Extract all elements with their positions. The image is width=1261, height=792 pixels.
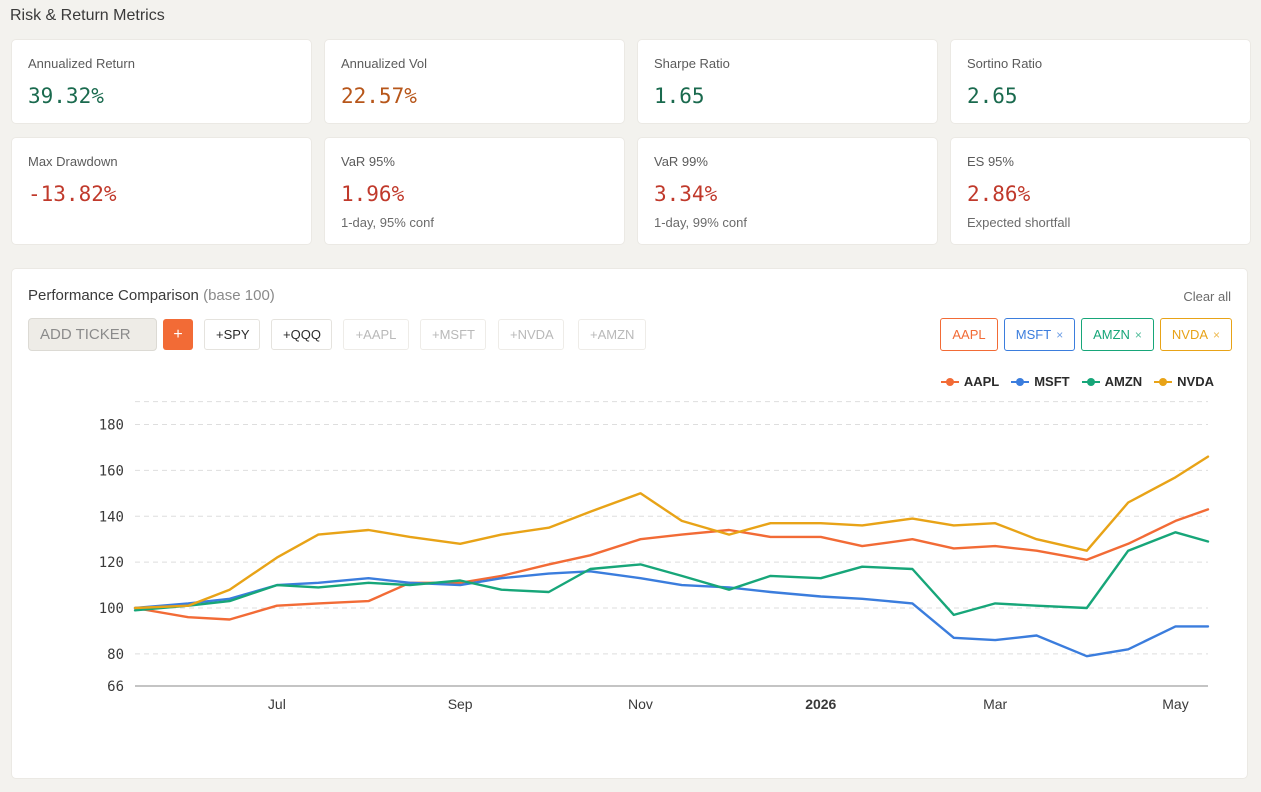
close-icon[interactable]: × [1056,327,1064,342]
performance-chart: 66 80 100 120 140 160 180 Jul Sep Nov 2026 Mar May [99,401,1210,712]
x-tick-label: 2026 [805,696,836,712]
legend-item-aapl[interactable]: AAPL [940,374,1000,389]
ticker-chip-label: AMZN [1093,327,1130,342]
metric-label: ES 95% [967,154,1014,169]
performance-card: Performance Comparison (base 100) Clear … [11,268,1248,779]
ticker-chip-label: NVDA [1171,327,1209,342]
metric-card: ES 95% 2.86% Expected shortfall [950,137,1251,245]
ticker-chip-amzn[interactable]: AMZN × [1081,318,1154,351]
legend-swatch-icon [1154,376,1173,388]
legend-label: NVDA [1177,374,1214,389]
ticker-chip-nvda[interactable]: NVDA × [1160,318,1232,351]
metric-label: Sortino Ratio [967,56,1043,71]
ticker-chip-label: MSFT [1015,327,1052,342]
metric-value: 2.65 [967,84,1018,108]
metric-label: Annualized Vol [341,56,428,71]
y-tick-label: 120 [99,555,124,571]
legend-label: AAPL [963,374,1000,389]
metric-label: Sharpe Ratio [654,56,730,71]
metric-value: 22.57% [341,84,417,108]
x-tick-label: Jul [268,696,286,712]
legend-item-amzn[interactable]: AMZN [1081,374,1143,389]
legend-swatch-icon [940,376,959,388]
metric-value: 1.65 [654,84,705,108]
ticker-chip-aapl[interactable]: AAPL [940,318,998,351]
metric-value: 1.96% [341,182,405,206]
ticker-chip-msft[interactable]: MSFT × [1004,318,1075,351]
metric-card: VaR 95% 1.96% 1-day, 95% conf [324,137,625,245]
metric-card: Sortino Ratio 2.65 [950,39,1251,124]
close-icon[interactable]: × [1213,327,1221,342]
metric-value: 39.32% [28,84,104,108]
preset-button-amzn[interactable]: +AMZN [578,319,646,350]
metric-card: Max Drawdown -13.82% [11,137,312,245]
preset-button-qqq[interactable]: +QQQ [271,319,332,350]
metric-label: VaR 95% [341,154,395,169]
metric-value: 3.34% [654,182,718,206]
legend-swatch-icon [1011,376,1030,388]
performance-title-text: Performance Comparison [28,287,199,304]
series-line-aapl [133,508,1210,621]
preset-button-msft[interactable]: +MSFT [420,319,486,350]
metric-card: VaR 99% 3.34% 1-day, 99% conf [637,137,938,245]
series-line-amzn [133,531,1210,617]
metric-card: Annualized Vol 22.57% [324,39,625,124]
clear-all-button[interactable]: Clear all [1183,289,1231,304]
metric-value: 2.86% [967,182,1031,206]
metric-value: -13.82% [28,182,117,206]
metric-subtext: 1-day, 99% conf [654,215,747,230]
metric-subtext: 1-day, 95% conf [341,215,434,230]
metric-label: VaR 99% [654,154,708,169]
x-tick-label: Sep [448,696,473,712]
metric-card: Sharpe Ratio 1.65 [637,39,938,124]
performance-title: Performance Comparison (base 100) [28,287,275,304]
y-tick-label: 140 [99,509,124,525]
legend-swatch-icon [1081,376,1100,388]
y-tick-label: 100 [99,601,124,617]
y-tick-label: 80 [107,647,124,663]
preset-button-aapl[interactable]: +AAPL [343,319,409,350]
section-title: Risk & Return Metrics [10,7,165,24]
close-icon[interactable]: × [1134,327,1142,342]
legend-label: AMZN [1104,374,1143,389]
add-ticker-input[interactable] [28,318,157,351]
metric-subtext: Expected shortfall [967,215,1071,230]
ticker-chip-label: AAPL [952,327,986,342]
legend-item-nvda[interactable]: NVDA [1154,374,1214,389]
x-tick-label: Mar [983,696,1007,712]
legend-label: MSFT [1034,374,1070,389]
add-ticker-button[interactable]: + [163,319,193,350]
x-tick-label: Nov [628,696,653,712]
legend-item-msft[interactable]: MSFT [1011,374,1070,389]
metric-label: Annualized Return [28,56,135,71]
x-tick-label: May [1162,696,1188,712]
performance-title-suffix: (base 100) [203,287,275,304]
y-tick-label: 180 [99,418,124,434]
series-line-msft [133,570,1210,658]
preset-button-spy[interactable]: +SPY [204,319,260,350]
chart-legend: AAPL MSFT AMZN NVDA [940,374,1214,389]
preset-button-nvda[interactable]: +NVDA [498,319,564,350]
y-tick-label: 160 [99,463,124,479]
series-line-nvda [133,455,1210,610]
metric-card: Annualized Return 39.32% [11,39,312,124]
metric-label: Max Drawdown [28,154,118,169]
y-tick-label: 66 [107,679,124,695]
